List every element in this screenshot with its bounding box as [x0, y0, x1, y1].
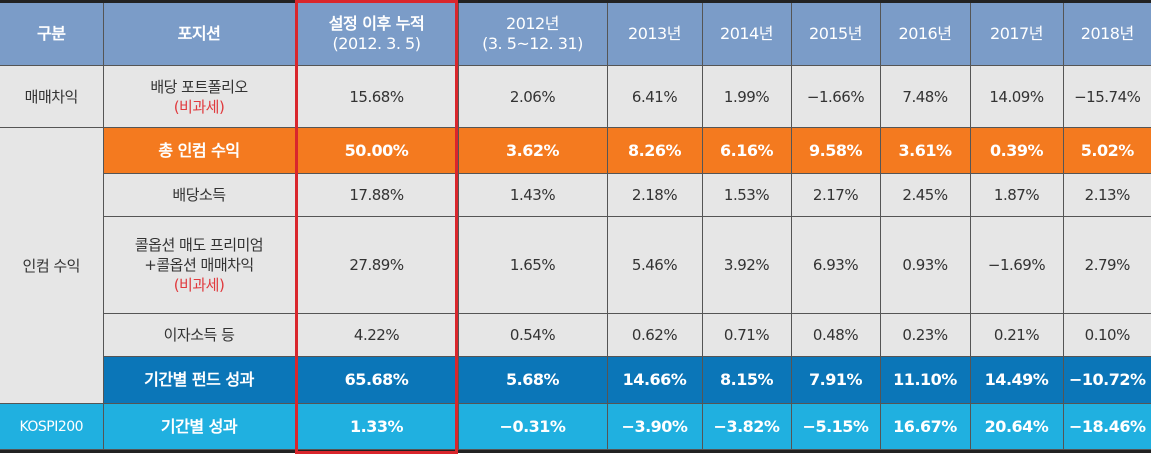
value-cell: 1.65%: [457, 216, 608, 314]
table-row: 배당소득 17.88% 1.43% 2.18% 1.53% 2.17% 2.45% 1.87…: [0, 173, 1151, 217]
value-cell: 3.92%: [701, 216, 792, 314]
table-row: 이자소득 등 4.22% 0.54% 0.62% 0.71% 0.48% 0.23% 0.2…: [0, 313, 1151, 357]
value-cell: 20.64%: [969, 403, 1064, 450]
value-cell: 0.54%: [457, 313, 608, 357]
value-cell: 11.10%: [879, 356, 971, 404]
position-cell: 배당 포트폴리오 (비과세): [102, 65, 296, 128]
header-2015: 2015년: [790, 3, 881, 66]
value-cell: 2.17%: [790, 173, 881, 217]
value-cell: 1.87%: [969, 173, 1064, 217]
position-cell: 총 인컴 수익: [102, 127, 296, 174]
value-cell: 14.49%: [969, 356, 1064, 404]
value-cell: 0.71%: [701, 313, 792, 357]
value-cell: 2.13%: [1062, 173, 1151, 217]
header-2014: 2014년: [701, 3, 792, 66]
value-cell: 1.53%: [701, 173, 792, 217]
value-cell: 3.61%: [879, 127, 971, 174]
value-cell: 0.93%: [879, 216, 971, 314]
header-category: 구분: [0, 3, 104, 66]
value-cell: 5.46%: [606, 216, 703, 314]
value-cell: 15.68%: [294, 65, 459, 128]
category-trading: 매매차익: [0, 65, 104, 128]
value-cell: 0.48%: [790, 313, 881, 357]
table-row: 콜옵션 매도 프리미엄 +콜옵션 매매차익 (비과세) 27.89% 1.65% 5.4…: [0, 216, 1151, 314]
header-2012: 2012년 (3. 5~12. 31): [457, 3, 608, 66]
value-cell: −1.66%: [790, 65, 881, 128]
header-2018: 2018년: [1062, 3, 1151, 66]
value-cell: −0.31%: [457, 403, 608, 450]
value-cell: 50.00%: [294, 127, 459, 174]
value-cell: −5.15%: [790, 403, 881, 450]
value-cell: 6.16%: [701, 127, 792, 174]
value-cell: 2.06%: [457, 65, 608, 128]
position-cell: 콜옵션 매도 프리미엄 +콜옵션 매매차익 (비과세): [103, 216, 296, 314]
value-cell: −15.74%: [1062, 65, 1151, 128]
value-cell: 2.45%: [879, 173, 971, 217]
value-cell: 65.68%: [294, 356, 459, 404]
value-cell: 0.23%: [879, 313, 971, 357]
header-row: 구분 포지션 설정 이후 누적 (2012. 3. 5) 2012년 (3. 5~1…: [0, 3, 1151, 66]
value-cell: 9.58%: [790, 127, 881, 174]
fund-performance-table: 구분 포지션 설정 이후 누적 (2012. 3. 5) 2012년 (3. 5~1…: [0, 3, 1151, 450]
value-cell: 1.33%: [294, 403, 459, 450]
value-cell: 8.26%: [606, 127, 703, 174]
value-cell: 14.66%: [606, 356, 703, 404]
value-cell: 0.39%: [969, 127, 1064, 174]
position-cell: 배당소득: [103, 173, 296, 217]
bottom-border: [0, 450, 1151, 453]
header-2013: 2013년: [606, 3, 703, 66]
table-row: KOSPI200 기간별 성과 1.33% −0.31% −3.90% −3.82% −…: [0, 403, 1151, 450]
value-cell: 0.10%: [1062, 313, 1151, 357]
value-cell: 0.21%: [969, 313, 1064, 357]
category-kospi: KOSPI200: [0, 403, 104, 450]
value-cell: 2.18%: [606, 173, 703, 217]
value-cell: −3.90%: [606, 403, 703, 450]
value-cell: 5.02%: [1062, 127, 1151, 174]
value-cell: 4.22%: [294, 313, 459, 357]
value-cell: −1.69%: [969, 216, 1064, 314]
value-cell: 16.67%: [879, 403, 971, 450]
position-cell: 이자소득 등: [103, 313, 296, 357]
table-row: 인컴 수익 총 인컴 수익 50.00% 3.62% 8.26% 6.16% 9.58%…: [0, 127, 1151, 404]
top-border: [0, 0, 1151, 3]
category-income: 인컴 수익: [0, 127, 104, 404]
value-cell: 27.89%: [294, 216, 459, 314]
table-row: 매매차익 배당 포트폴리오 (비과세) 15.68% 2.06% 6.41% 1.99%…: [0, 65, 1151, 128]
value-cell: −10.72%: [1062, 356, 1151, 404]
position-cell: 기간별 성과: [102, 403, 296, 450]
value-cell: 5.68%: [457, 356, 608, 404]
table-row: 기간별 펀드 성과 65.68% 5.68% 14.66% 8.15% 7.91% 11.…: [0, 356, 1151, 404]
value-cell: 1.99%: [701, 65, 792, 128]
header-cumulative: 설정 이후 누적 (2012. 3. 5): [294, 3, 459, 66]
position-cell: 기간별 펀드 성과: [103, 356, 296, 404]
value-cell: −3.82%: [701, 403, 792, 450]
value-cell: 17.88%: [294, 173, 459, 217]
header-2017: 2017년: [969, 3, 1064, 66]
header-2016: 2016년: [879, 3, 971, 66]
value-cell: 1.43%: [457, 173, 608, 217]
value-cell: 3.62%: [457, 127, 608, 174]
value-cell: 7.48%: [879, 65, 971, 128]
value-cell: 6.93%: [790, 216, 881, 314]
value-cell: 14.09%: [969, 65, 1064, 128]
value-cell: 0.62%: [606, 313, 703, 357]
value-cell: 8.15%: [701, 356, 792, 404]
value-cell: 2.79%: [1062, 216, 1151, 314]
value-cell: 6.41%: [606, 65, 703, 128]
header-position: 포지션: [102, 3, 296, 66]
value-cell: −18.46%: [1062, 403, 1151, 450]
value-cell: 7.91%: [790, 356, 881, 404]
